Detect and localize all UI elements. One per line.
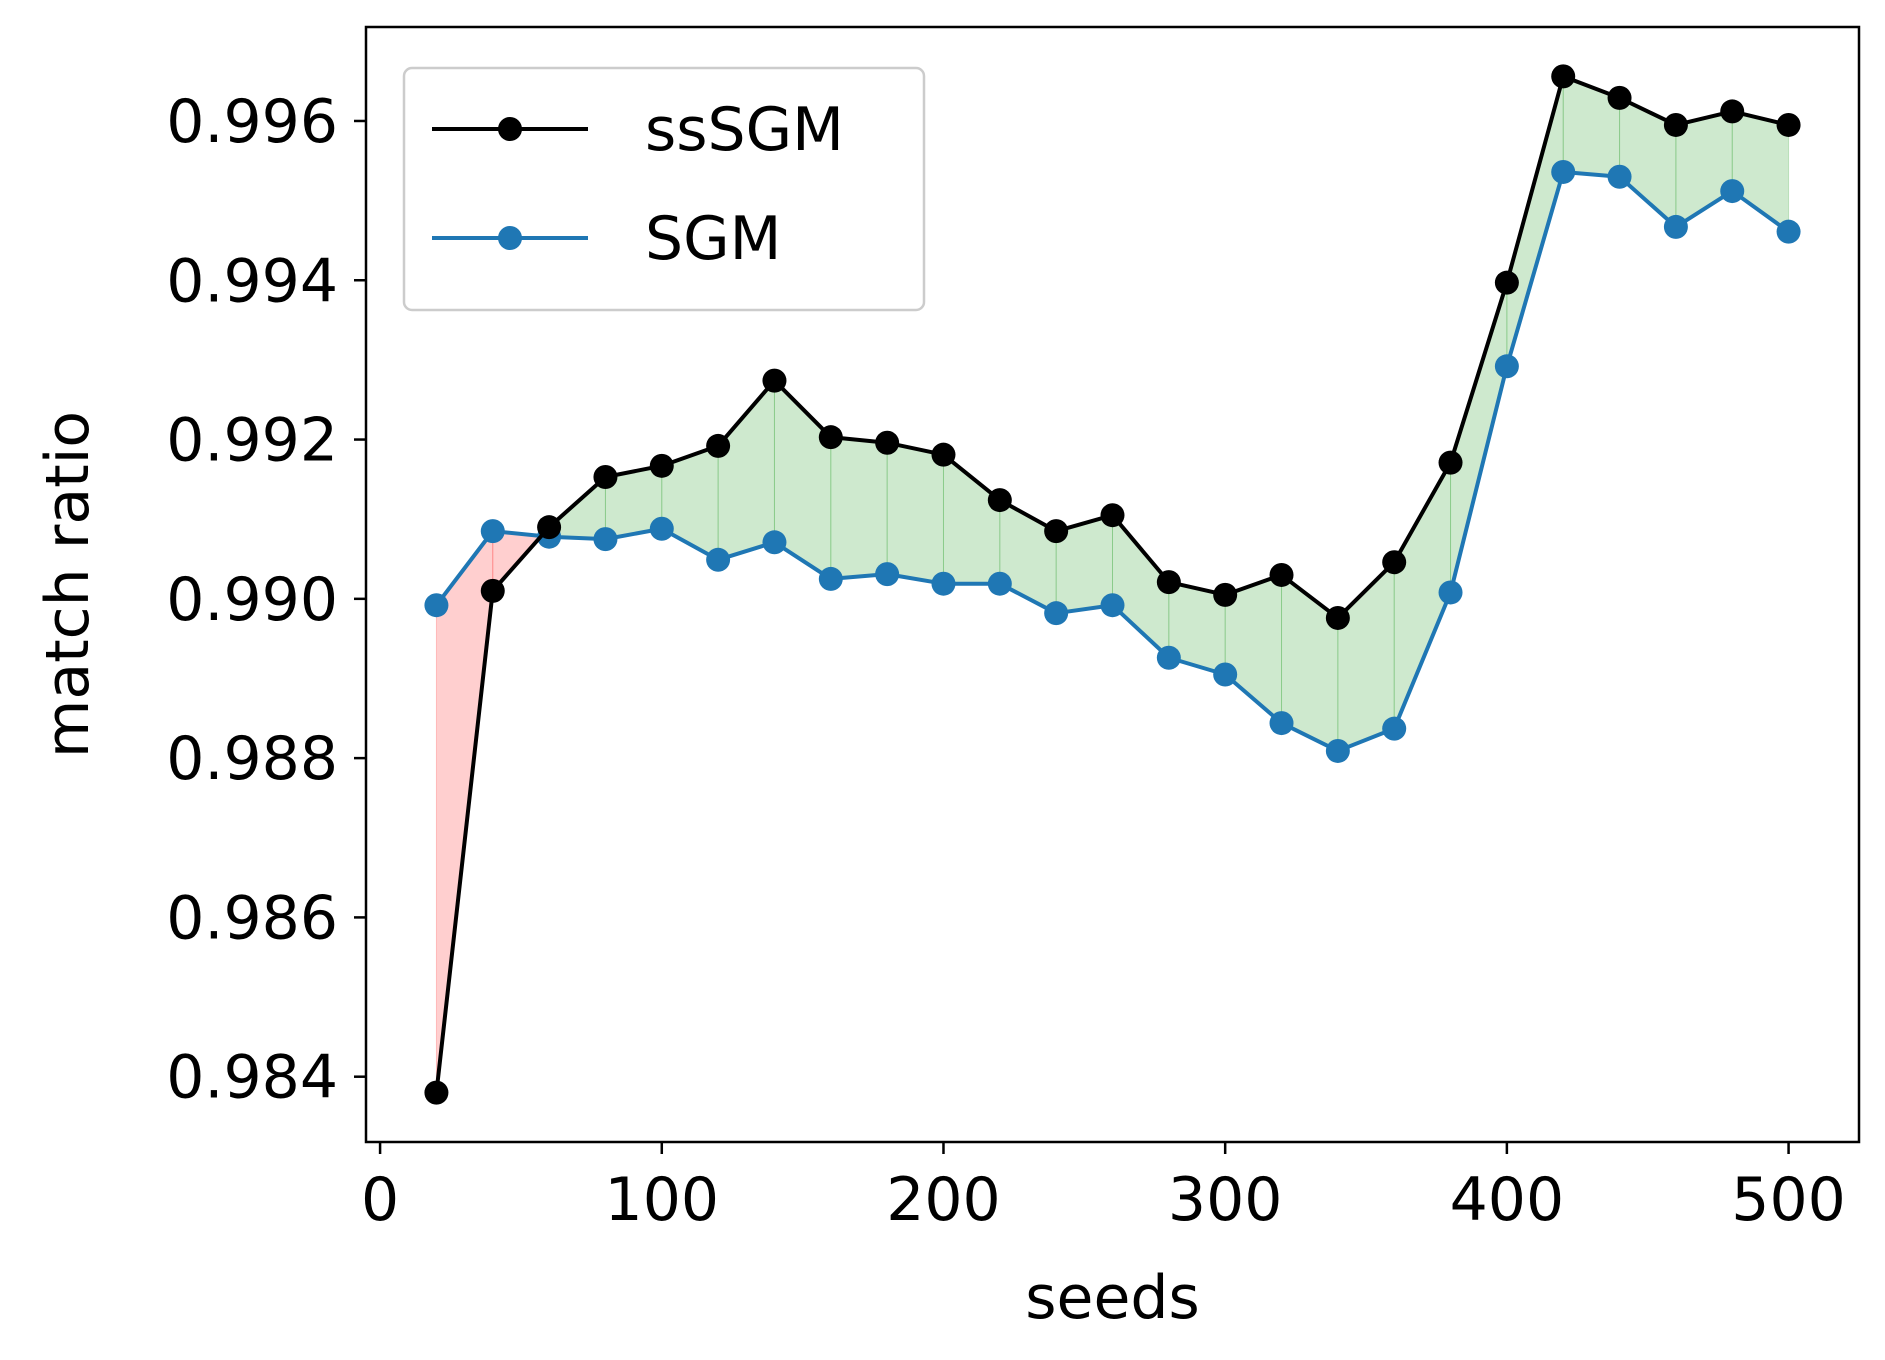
data-point-sssgm[interactable] bbox=[1382, 550, 1407, 575]
plot-area-frame bbox=[364, 25, 1861, 1144]
data-point-sssgm[interactable] bbox=[537, 515, 562, 540]
series-layer bbox=[424, 64, 1801, 1105]
legend[interactable]: ssSGM SGM bbox=[402, 66, 926, 312]
data-point-sssgm[interactable] bbox=[1213, 582, 1238, 607]
legend-marker-sgm bbox=[498, 226, 522, 250]
y-tick-label: 0.992 bbox=[166, 406, 338, 476]
data-point-sgm[interactable] bbox=[706, 547, 731, 572]
x-tick-label: 500 bbox=[1731, 1165, 1846, 1235]
data-point-sgm[interactable] bbox=[1551, 159, 1576, 184]
data-point-sgm[interactable] bbox=[593, 527, 618, 552]
fill-region-sssgm-above bbox=[830, 436, 888, 580]
data-point-sssgm[interactable] bbox=[1551, 64, 1576, 89]
data-point-sssgm[interactable] bbox=[706, 433, 731, 458]
data-point-sgm[interactable] bbox=[1382, 716, 1407, 741]
x-axis-title: seeds bbox=[1025, 1263, 1199, 1333]
x-tick-label: 100 bbox=[605, 1165, 720, 1235]
data-point-sssgm[interactable] bbox=[1044, 519, 1069, 544]
fill-region-sssgm-above bbox=[886, 442, 944, 585]
data-point-sssgm[interactable] bbox=[931, 442, 956, 467]
data-point-sgm[interactable] bbox=[818, 566, 843, 591]
y-tick-label: 0.986 bbox=[166, 883, 338, 953]
data-point-sgm[interactable] bbox=[762, 530, 787, 555]
data-point-sgm[interactable] bbox=[875, 562, 900, 587]
data-point-sgm[interactable] bbox=[424, 593, 449, 618]
data-point-sssgm[interactable] bbox=[1776, 112, 1801, 137]
legend-marker-sssgm bbox=[498, 117, 522, 141]
data-point-sgm[interactable] bbox=[931, 571, 956, 596]
data-point-sssgm[interactable] bbox=[1494, 270, 1519, 295]
x-tick-label: 200 bbox=[886, 1165, 1001, 1235]
x-tick-label: 400 bbox=[1450, 1165, 1565, 1235]
data-point-sgm[interactable] bbox=[1269, 711, 1294, 736]
data-point-sssgm[interactable] bbox=[1269, 562, 1294, 587]
data-point-sgm[interactable] bbox=[1494, 354, 1519, 379]
data-point-sssgm[interactable] bbox=[593, 464, 618, 489]
data-point-sgm[interactable] bbox=[1663, 214, 1688, 239]
data-point-sssgm[interactable] bbox=[1438, 450, 1463, 475]
data-point-sgm[interactable] bbox=[1325, 738, 1350, 763]
y-axis-title: match ratio bbox=[33, 411, 103, 758]
data-point-sgm[interactable] bbox=[1044, 601, 1069, 626]
data-point-sgm[interactable] bbox=[480, 519, 505, 544]
data-point-sssgm[interactable] bbox=[987, 488, 1012, 513]
data-point-sssgm[interactable] bbox=[1325, 605, 1350, 630]
data-point-sgm[interactable] bbox=[1720, 179, 1745, 204]
data-point-sssgm[interactable] bbox=[818, 425, 843, 450]
data-point-sgm[interactable] bbox=[1776, 219, 1801, 244]
x-axis: 0 100 200 300 400 500 bbox=[361, 1142, 1846, 1235]
y-axis: 0.984 0.986 0.988 0.990 0.992 0.994 0.996 bbox=[166, 87, 366, 1113]
x-tick-label: 0 bbox=[361, 1165, 399, 1235]
data-point-sgm[interactable] bbox=[1607, 164, 1632, 189]
data-point-sssgm[interactable] bbox=[424, 1080, 449, 1105]
data-point-sgm[interactable] bbox=[1156, 645, 1181, 670]
data-point-sgm[interactable] bbox=[1438, 580, 1463, 605]
fill-between-layer bbox=[435, 75, 1790, 1093]
y-tick-label: 0.996 bbox=[166, 87, 338, 157]
data-point-sssgm[interactable] bbox=[1156, 570, 1181, 595]
data-point-sgm[interactable] bbox=[649, 516, 674, 541]
data-point-sgm[interactable] bbox=[1100, 593, 1125, 618]
data-point-sssgm[interactable] bbox=[649, 453, 674, 478]
data-point-sssgm[interactable] bbox=[1720, 99, 1745, 124]
data-point-sssgm[interactable] bbox=[875, 430, 900, 455]
data-point-sssgm[interactable] bbox=[762, 368, 787, 393]
y-tick-label: 0.988 bbox=[166, 724, 338, 794]
legend-label-sssgm: ssSGM bbox=[645, 95, 844, 165]
data-point-sssgm[interactable] bbox=[1607, 85, 1632, 110]
x-tick-label: 300 bbox=[1168, 1165, 1283, 1235]
data-point-sssgm[interactable] bbox=[1100, 503, 1125, 528]
data-point-sgm[interactable] bbox=[1213, 662, 1238, 687]
y-tick-label: 0.984 bbox=[166, 1043, 338, 1113]
legend-label-sgm: SGM bbox=[645, 204, 781, 274]
data-point-sgm[interactable] bbox=[987, 571, 1012, 596]
y-tick-label: 0.990 bbox=[166, 565, 338, 635]
data-point-sssgm[interactable] bbox=[1663, 112, 1688, 137]
y-tick-label: 0.994 bbox=[166, 246, 338, 316]
data-point-sssgm[interactable] bbox=[480, 578, 505, 603]
